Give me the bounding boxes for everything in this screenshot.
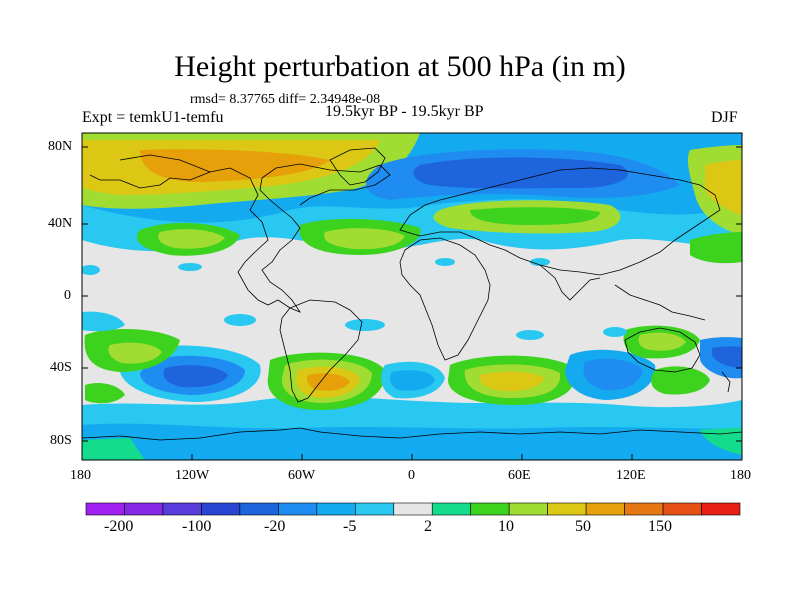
coast-australia	[624, 327, 701, 373]
colorbar-swatch	[431, 502, 472, 516]
arctic-high-core	[140, 149, 330, 182]
coast-greenland	[329, 147, 386, 186]
sind-east-low-core	[583, 358, 643, 391]
coast-se-asia	[614, 284, 706, 321]
colorbar-label: 2	[424, 518, 432, 535]
coast-antarctica	[82, 427, 742, 441]
figure-title: Height perturbation at 500 hPa (in m)	[174, 50, 626, 83]
cyan-spot	[516, 330, 544, 340]
season-label: DJF	[711, 109, 738, 126]
map-fields	[82, 133, 742, 460]
swpac-high-core	[108, 342, 162, 364]
antarctic-coast-green	[82, 438, 145, 460]
eurasia-high-inner	[470, 207, 600, 225]
cyan-spot	[224, 314, 256, 326]
colorbar-swatch	[85, 502, 125, 516]
coast-south-america	[279, 299, 363, 403]
cyan-spot	[345, 319, 385, 331]
lat-label-40s: 40S	[50, 360, 72, 375]
lon-label-120w: 120W	[175, 468, 210, 483]
colorbar-swatch	[701, 502, 741, 516]
coast-north-america	[89, 154, 391, 313]
colorbar-swatch	[624, 502, 664, 516]
lat-label-80s: 80S	[50, 433, 72, 448]
period-label: 19.5kyr BP - 19.5kyr BP	[325, 103, 484, 120]
colorbar-swatch	[278, 502, 318, 516]
colorbar-swatch	[316, 502, 356, 516]
rmsd-label: rmsd= 8.37765 diff= 2.34948e-08	[190, 92, 381, 107]
colorbar-swatch	[547, 502, 587, 516]
eurasia-low-core	[413, 157, 628, 189]
npac-east-high	[690, 232, 742, 264]
lat-label-80n: 80N	[48, 139, 73, 154]
cyan-spot	[435, 258, 455, 266]
colorbar-swatch	[124, 502, 164, 516]
colorbar-label: -100	[182, 518, 212, 535]
coastlines	[82, 147, 742, 441]
lat-label-0: 0	[64, 288, 71, 303]
lon-label-60w: 60W	[288, 468, 316, 483]
swpac-lower-green	[85, 383, 125, 404]
lon-label-120e: 120E	[616, 468, 646, 483]
lon-label-60e: 60E	[508, 468, 531, 483]
colorbar-swatch	[470, 502, 510, 516]
pacific-high-core	[705, 160, 742, 215]
coast-europe	[399, 167, 721, 276]
sepac-low-core	[163, 365, 228, 388]
experiment-label: Expt = temkU1-temfu	[82, 109, 224, 126]
colorbar-label: -5	[343, 518, 357, 535]
tick-marks	[81, 146, 743, 460]
aus-south-green	[651, 366, 710, 395]
cyan-spot	[603, 327, 627, 337]
aus-green-core	[638, 332, 686, 351]
satl-high-core	[307, 373, 350, 391]
atlantic-high-core	[324, 228, 405, 250]
lon-label-180w: 180	[70, 468, 91, 483]
colorbar-label: 150	[648, 518, 672, 535]
cyan-spot	[178, 263, 202, 271]
colorbar-label: 10	[498, 518, 514, 535]
colorbar-swatch	[162, 502, 202, 516]
swpac-cyan	[82, 311, 125, 332]
antarctic-coast-green-east	[700, 428, 742, 455]
coast-africa	[399, 237, 491, 361]
cyan-spot	[530, 258, 550, 266]
lon-label-0: 0	[408, 468, 415, 483]
coast-india	[539, 264, 601, 301]
lat-label-40n: 40N	[48, 216, 73, 231]
tasman-low-core	[712, 346, 742, 368]
lon-label-180e: 180	[730, 468, 751, 483]
colorbar	[85, 502, 741, 516]
colorbar-label: -200	[104, 518, 134, 535]
sind-high-core	[479, 371, 545, 392]
colorbar-swatch	[239, 502, 279, 516]
colorbar-swatch	[393, 502, 433, 516]
cyan-spot	[82, 265, 100, 275]
colorbar-swatch	[201, 502, 241, 516]
npac-high-core	[158, 229, 225, 249]
colorbar-label: 50	[575, 518, 591, 535]
satl-blue	[390, 370, 435, 391]
colorbar-swatch	[662, 502, 702, 516]
coast-new-zealand	[721, 371, 731, 393]
colorbar-swatch	[508, 502, 548, 516]
colorbar-swatch	[354, 502, 395, 516]
colorbar-label: -20	[264, 518, 286, 535]
colorbar-swatch	[585, 502, 625, 516]
